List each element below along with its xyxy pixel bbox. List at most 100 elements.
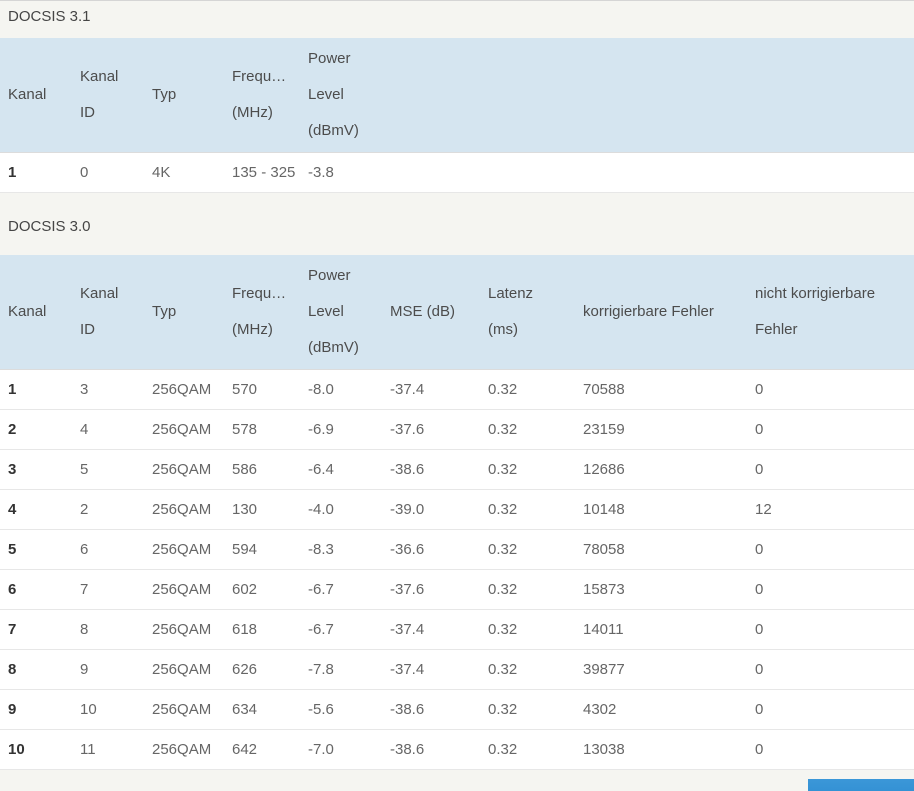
cell-power-level: -6.9 xyxy=(300,409,382,450)
column-header-kanal: Kanal xyxy=(0,255,72,370)
cell-typ: 256QAM xyxy=(144,689,224,730)
table-row: 8 9 256QAM 626 -7.8 -37.4 0.32 39877 0 xyxy=(0,649,914,690)
cell-korrigierbare-fehler: 15873 xyxy=(575,569,747,610)
cell-latenz: 0.32 xyxy=(480,649,575,690)
cell-kanal-id: 2 xyxy=(72,489,144,530)
cell-kanal: 2 xyxy=(0,409,72,450)
cell-nicht-korrigierbare-fehler: 0 xyxy=(747,569,914,610)
cell-kanal-id: 8 xyxy=(72,609,144,650)
cell-latenz: 0.32 xyxy=(480,369,575,410)
cell-typ: 256QAM xyxy=(144,609,224,650)
cell-nicht-korrigierbare-fehler: 0 xyxy=(747,689,914,730)
column-header-mse: MSE (dB) xyxy=(382,255,480,370)
column-header-frequenz: Frequ… (MHz) xyxy=(224,255,300,370)
cell-nicht-korrigierbare-fehler: 12 xyxy=(747,489,914,530)
cell-power-level: -7.8 xyxy=(300,649,382,690)
cell-kanal-id: 11 xyxy=(72,729,144,770)
table-header-row: Kanal Kanal ID Typ Frequ… (MHz) Power Level (dB… xyxy=(0,38,914,153)
column-header-kanal: Kanal xyxy=(0,38,72,153)
cell-nicht-korrigierbare-fehler: 0 xyxy=(747,409,914,450)
section-docsis-3-0: DOCSIS 3.0 Kanal Kanal ID Typ Frequ… (MHz) Pow… xyxy=(0,193,914,770)
footer-bar xyxy=(0,770,914,791)
cell-nicht-korrigierbare-fehler: 0 xyxy=(747,529,914,570)
column-header-typ: Typ xyxy=(144,38,224,153)
cell-mse: -37.4 xyxy=(382,649,480,690)
table-row: 4 2 256QAM 130 -4.0 -39.0 0.32 10148 12 xyxy=(0,489,914,530)
cell-mse: -37.6 xyxy=(382,569,480,610)
cell-kanal-id: 3 xyxy=(72,369,144,410)
cell-kanal-id: 0 xyxy=(72,152,144,193)
section-title: DOCSIS 3.0 xyxy=(8,218,91,235)
table-header-row: Kanal Kanal ID Typ Frequ… (MHz) Power Level (dB… xyxy=(0,255,914,370)
cell-nicht-korrigierbare-fehler: 0 xyxy=(747,649,914,690)
cell-nicht-korrigierbare-fehler: 0 xyxy=(747,449,914,490)
column-header-kanal-id: Kanal ID xyxy=(72,38,144,153)
cell-power-level: -4.0 xyxy=(300,489,382,530)
cell-kanal-id: 9 xyxy=(72,649,144,690)
cell-typ: 256QAM xyxy=(144,729,224,770)
cell-kanal-id: 7 xyxy=(72,569,144,610)
table-row: 10 11 256QAM 642 -7.0 -38.6 0.32 13038 0 xyxy=(0,729,914,770)
cell-korrigierbare-fehler: 39877 xyxy=(575,649,747,690)
cell-latenz: 0.32 xyxy=(480,409,575,450)
cell-frequenz: 618 xyxy=(224,609,300,650)
section-docsis-3-1: DOCSIS 3.1 Kanal Kanal ID Typ Frequ… (MHz) Pow… xyxy=(0,1,914,193)
cell-mse: -38.6 xyxy=(382,729,480,770)
cell-kanal: 1 xyxy=(0,152,72,193)
table-row: 5 6 256QAM 594 -8.3 -36.6 0.32 78058 0 xyxy=(0,529,914,570)
table-row: 7 8 256QAM 618 -6.7 -37.4 0.32 14011 0 xyxy=(0,609,914,650)
table-row: 3 5 256QAM 586 -6.4 -38.6 0.32 12686 0 xyxy=(0,449,914,490)
cell-mse: -37.4 xyxy=(382,609,480,650)
cell-kanal: 8 xyxy=(0,649,72,690)
cell-mse: -38.6 xyxy=(382,449,480,490)
cell-frequenz: 578 xyxy=(224,409,300,450)
cell-power-level: -3.8 xyxy=(300,152,914,193)
cell-typ: 256QAM xyxy=(144,529,224,570)
cell-frequenz: 135 - 325 xyxy=(224,152,300,193)
cell-kanal: 4 xyxy=(0,489,72,530)
cell-nicht-korrigierbare-fehler: 0 xyxy=(747,729,914,770)
column-header-latenz: Latenz (ms) xyxy=(480,255,575,370)
section-title: DOCSIS 3.1 xyxy=(8,8,91,25)
cell-kanal: 1 xyxy=(0,369,72,410)
cell-mse: -36.6 xyxy=(382,529,480,570)
table-row: 9 10 256QAM 634 -5.6 -38.6 0.32 4302 0 xyxy=(0,689,914,730)
cell-power-level: -5.6 xyxy=(300,689,382,730)
table-row: 6 7 256QAM 602 -6.7 -37.6 0.32 15873 0 xyxy=(0,569,914,610)
primary-action-button[interactable] xyxy=(808,779,914,791)
cell-mse: -37.6 xyxy=(382,409,480,450)
cell-mse: -38.6 xyxy=(382,689,480,730)
channel-table: Kanal Kanal ID Typ Frequ… (MHz) Power Level (dB… xyxy=(0,255,914,770)
cell-korrigierbare-fehler: 10148 xyxy=(575,489,747,530)
table-row: 2 4 256QAM 578 -6.9 -37.6 0.32 23159 0 xyxy=(0,409,914,450)
cell-kanal: 6 xyxy=(0,569,72,610)
column-header-power-level: Power Level (dBmV) xyxy=(300,38,914,153)
cell-kanal: 10 xyxy=(0,729,72,770)
cell-kanal-id: 4 xyxy=(72,409,144,450)
column-header-nicht-korrigierbare-fehler: nicht korrigierbare Fehler xyxy=(747,255,914,370)
cell-korrigierbare-fehler: 12686 xyxy=(575,449,747,490)
cell-frequenz: 594 xyxy=(224,529,300,570)
cell-frequenz: 570 xyxy=(224,369,300,410)
column-header-typ: Typ xyxy=(144,255,224,370)
cell-nicht-korrigierbare-fehler: 0 xyxy=(747,609,914,650)
cell-power-level: -8.3 xyxy=(300,529,382,570)
cell-nicht-korrigierbare-fehler: 0 xyxy=(747,369,914,410)
cell-frequenz: 602 xyxy=(224,569,300,610)
channel-table: Kanal Kanal ID Typ Frequ… (MHz) Power Level (dB… xyxy=(0,38,914,193)
column-header-korrigierbare-fehler: korrigierbare Fehler xyxy=(575,255,747,370)
cell-korrigierbare-fehler: 14011 xyxy=(575,609,747,650)
cell-typ: 256QAM xyxy=(144,489,224,530)
column-header-power-level: Power Level (dBmV) xyxy=(300,255,382,370)
cell-latenz: 0.32 xyxy=(480,529,575,570)
cell-kanal-id: 5 xyxy=(72,449,144,490)
cell-frequenz: 130 xyxy=(224,489,300,530)
cell-latenz: 0.32 xyxy=(480,609,575,650)
cell-korrigierbare-fehler: 4302 xyxy=(575,689,747,730)
cell-kanal: 9 xyxy=(0,689,72,730)
cell-frequenz: 626 xyxy=(224,649,300,690)
cell-latenz: 0.32 xyxy=(480,689,575,730)
cell-power-level: -6.4 xyxy=(300,449,382,490)
cell-korrigierbare-fehler: 23159 xyxy=(575,409,747,450)
